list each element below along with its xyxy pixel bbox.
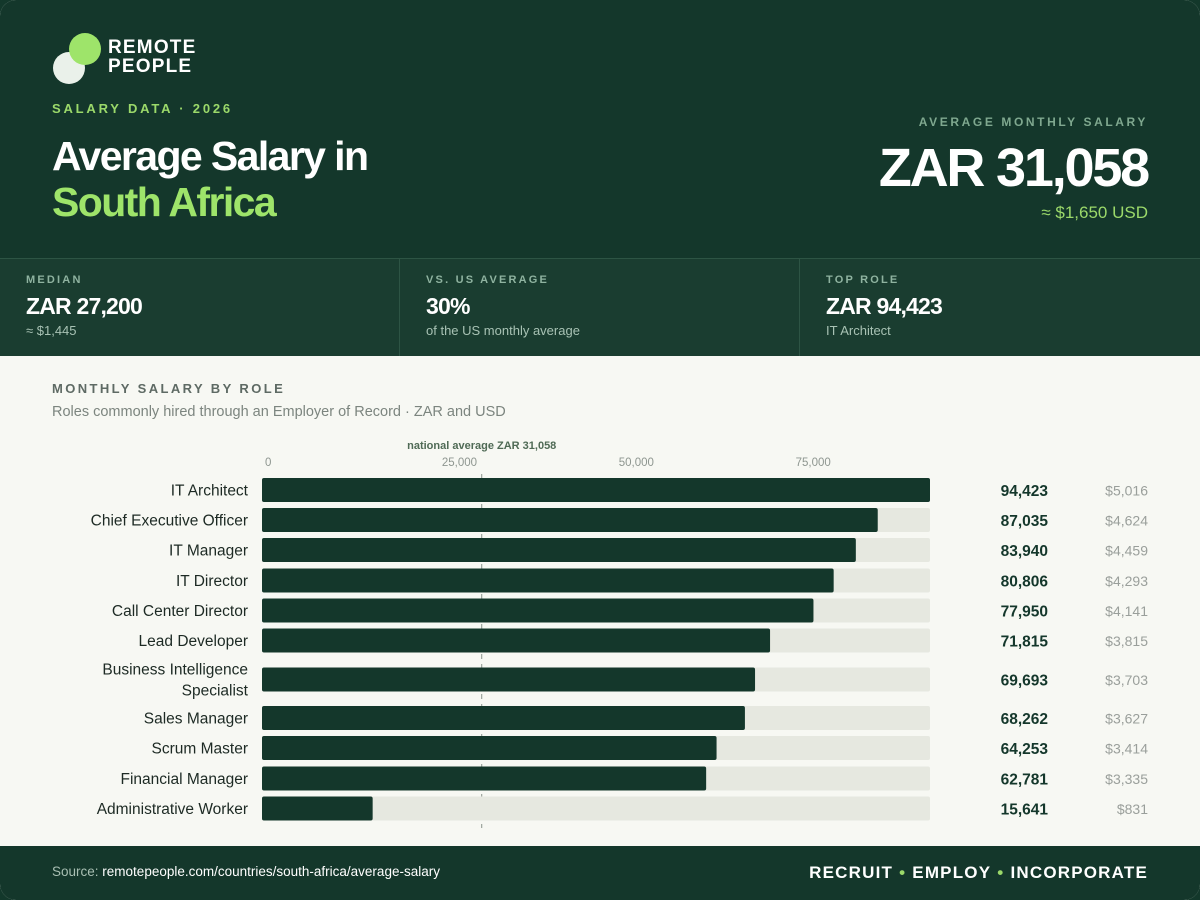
bar-sales-manager (262, 706, 745, 730)
x-tick-label: 0 (265, 457, 271, 469)
category-label: IT Director (176, 573, 248, 590)
usd-label: $4,624 (1105, 513, 1148, 529)
avg-salary-label: AVERAGE MONTHLY SALARY (918, 115, 1148, 129)
usd-label: $831 (1117, 801, 1148, 817)
usd-label: $3,335 (1105, 771, 1148, 787)
category-label: Administrative Worker (97, 801, 248, 818)
usd-label: $4,141 (1105, 603, 1148, 619)
tagline-employ: EMPLOY (912, 863, 992, 882)
tagline: RECRUIT • EMPLOY • INCORPORATE (809, 863, 1148, 883)
stat-sub: of the US monthly average (426, 323, 580, 338)
brand-wordmark: REMOTE PEOPLE (108, 38, 196, 76)
footer: Source: remotepeople.com/countries/south… (0, 846, 1200, 900)
bar-financial-manager (262, 766, 707, 791)
bar-scrum-master (262, 736, 717, 760)
chart-section-title: MONTHLY SALARY BY ROLE (52, 381, 286, 396)
usd-label: $4,459 (1105, 543, 1148, 559)
stat-label: VS. US AVERAGE (426, 274, 550, 286)
usd-label: $3,703 (1105, 672, 1148, 688)
value-label: 80,806 (1001, 574, 1049, 591)
avg-salary-usd: ≈ $1,650 USD (1041, 203, 1148, 222)
bar-business-intelligence-specialist (262, 667, 756, 692)
source-label: Source: (52, 864, 99, 879)
bar-it-director (262, 568, 834, 593)
value-label: 69,693 (1001, 673, 1049, 690)
value-label: 87,035 (1001, 513, 1049, 530)
x-tick-label: 75,000 (796, 457, 831, 469)
stat-label: TOP ROLE (826, 274, 900, 286)
usd-label: $3,815 (1105, 633, 1148, 649)
eyebrow: SALARY DATA · 2026 (52, 101, 233, 116)
bar-call-center-director (262, 598, 814, 623)
x-tick-label: 50,000 (619, 457, 654, 469)
value-label: 71,815 (1001, 634, 1049, 651)
logo-circles-icon (53, 33, 101, 84)
header: REMOTE PEOPLE SALARY DATA · 2026 Average… (0, 0, 1200, 258)
usd-label: $4,293 (1105, 573, 1148, 589)
page-title: Average Salary in South Africa (52, 133, 369, 225)
stat-sub: ≈ $1,445 (26, 323, 77, 338)
value-label: 68,262 (1001, 711, 1048, 728)
usd-label: $5,016 (1105, 483, 1148, 499)
stat-top-role: TOP ROLE ZAR 94,423 IT Architect (800, 259, 1200, 356)
category-label: Chief Executive Officer (91, 513, 248, 530)
source-link[interactable]: remotepeople.com/countries/south-africa/… (102, 864, 440, 879)
category-label: Call Center Director (112, 603, 248, 620)
title-line2: South Africa (52, 179, 277, 225)
stat-value: ZAR 94,423 (826, 293, 943, 319)
bar-chief-executive-officer (262, 508, 878, 532)
bar-administrative-worker (262, 796, 373, 821)
value-label: 62,781 (1001, 772, 1049, 789)
bar-it-architect (262, 478, 930, 502)
category-label: IT Manager (169, 543, 248, 560)
bar-track (262, 796, 930, 821)
stat-median: MEDIAN ZAR 27,200 ≈ $1,445 (0, 259, 400, 356)
tagline-incorporate: INCORPORATE (1010, 863, 1148, 882)
stat-sub: IT Architect (826, 323, 891, 338)
chart-section-subtitle: Roles commonly hired through an Employer… (52, 404, 506, 420)
title-line1: Average Salary in (52, 133, 369, 179)
avg-salary-value: ZAR 31,058 (878, 138, 1150, 198)
tagline-separator: • (997, 863, 1005, 882)
brand-line1: REMOTE (108, 37, 197, 58)
source-note: Source: remotepeople.com/countries/south… (52, 864, 440, 879)
value-label: 64,253 (1001, 741, 1049, 758)
category-label: Business Intelligence Specialist (102, 662, 248, 700)
category-label: Financial Manager (120, 771, 248, 788)
value-label: 83,940 (1001, 543, 1048, 560)
national-average-label: national average ZAR 31,058 (407, 440, 556, 452)
x-tick-label: 25,000 (442, 457, 477, 469)
bar-it-manager (262, 538, 856, 562)
value-label: 94,423 (1001, 483, 1049, 500)
stat-label: MEDIAN (26, 274, 83, 286)
stat-vs-us: VS. US AVERAGE 30% of the US monthly ave… (400, 259, 800, 356)
stats-row: MEDIAN ZAR 27,200 ≈ $1,445 VS. US AVERAG… (0, 258, 1200, 356)
category-label: Sales Manager (144, 711, 248, 728)
usd-label: $3,627 (1105, 711, 1148, 727)
category-label: IT Architect (171, 483, 249, 500)
stat-value: ZAR 27,200 (26, 293, 143, 319)
bar-lead-developer (262, 628, 771, 653)
usd-label: $3,414 (1105, 741, 1148, 757)
stat-value: 30% (426, 293, 470, 319)
tagline-separator: • (899, 863, 907, 882)
brand-logo[interactable]: REMOTE PEOPLE (52, 32, 212, 84)
category-label: Scrum Master (152, 741, 248, 758)
category-label: Lead Developer (139, 633, 248, 650)
value-label: 15,641 (1001, 802, 1049, 819)
tagline-recruit: RECRUIT (809, 863, 894, 882)
value-label: 77,950 (1001, 604, 1048, 621)
salary-bar-chart: 0 25,000 50,000 75,000 national average ZAR … (91, 440, 1148, 828)
brand-line2: PEOPLE (108, 56, 193, 77)
